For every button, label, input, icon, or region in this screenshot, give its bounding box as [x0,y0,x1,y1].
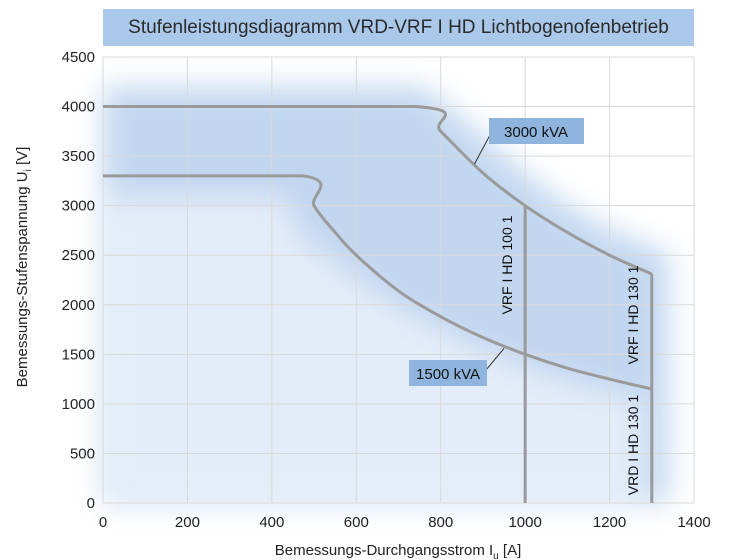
series-line-0 [103,105,653,276]
y-tick-label: 500 [70,445,95,462]
callout-leader-3000 [474,134,491,165]
callout-label-1500: 1500 kVA [416,366,480,383]
y-tick-label: 1000 [62,396,95,413]
y-tick-label: 2000 [62,297,95,314]
y-tick-label: 4500 [62,49,95,66]
glow-inner [103,195,644,503]
callout-leader-1500 [485,348,505,371]
x-tick-label: 400 [259,514,284,531]
x-axis-label-unit: [A] [499,542,522,559]
y-axis-label-main: Bemessungs-Stufenspannung U [14,171,31,387]
annotation-layer: 3000 kVA 1500 kVA VRF I HD 100 1 VRF I HD 1… [409,118,641,495]
callout-label-3000: 3000 kVA [504,124,568,141]
x-axis-label: Bemessungs-Durchgangsstrom Iu [A] [275,542,522,560]
y-tick-label: 3000 [62,198,95,215]
y-tick-label: 2500 [62,247,95,264]
device-label-2: VRD I HD 130 1 [625,395,641,496]
y-tick-label: 0 [87,495,95,512]
y-tick-label: 3500 [62,148,95,165]
x-tick-label: 1200 [593,514,626,531]
y-tick-label: 1500 [62,346,95,363]
x-tick-label: 1400 [677,514,710,531]
glow-layer [103,86,669,503]
series-line-1 [103,174,653,391]
series-layer [103,105,654,503]
x-tick-label: 200 [175,514,200,531]
callout-box-1500 [409,360,487,386]
device-label-1: VRF I HD 130 1 [625,265,641,364]
x-tick-label: 0 [99,514,107,531]
chart-title: Stufenleistungsdiagramm VRD-VRF I HD Lic… [103,9,694,46]
x-axis-label-sub: u [493,551,499,560]
x-tick-label: 800 [428,514,453,531]
x-tick-label: 600 [344,514,369,531]
y-axis-label-sub: i [23,169,34,171]
callout-box-3000 [489,118,584,144]
y-axis-label: Bemessungs-Stufenspannung Ui [V] [14,147,34,388]
chart-title-text: Stufenleistungsdiagramm VRD-VRF I HD Lic… [128,16,669,38]
device-label-0: VRF I HD 100 1 [499,215,515,314]
x-axis-label-main: Bemessungs-Durchgangsstrom I [275,542,493,559]
y-tick-label: 4000 [62,99,95,116]
x-tick-label: 1000 [508,514,541,531]
y-axis-label-unit: [V] [14,147,31,170]
tick-layer: 0 200 400 600 800 1000 1200 1400 0 500 1000 1500 200… [62,49,711,531]
